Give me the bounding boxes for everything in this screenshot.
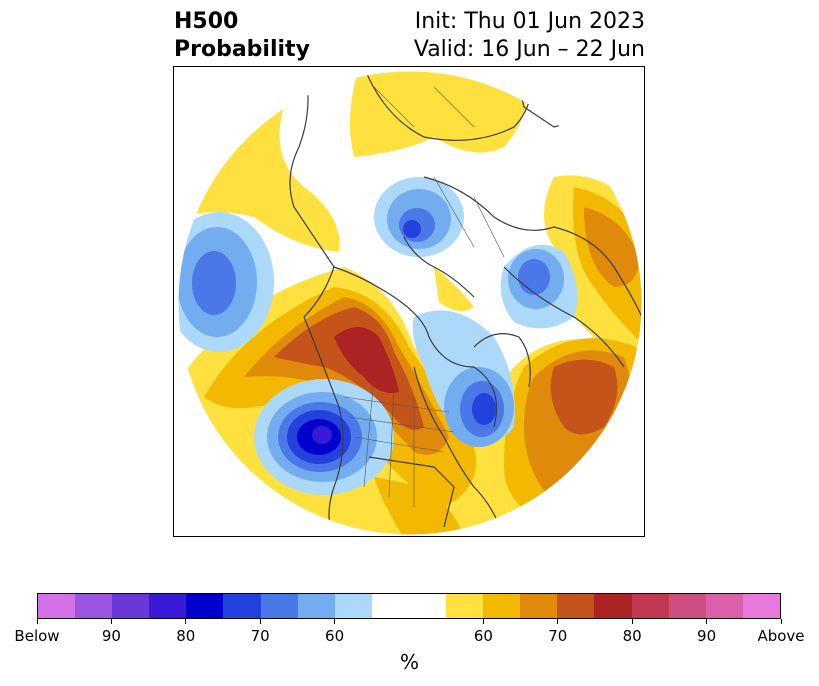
colorbar-tick-label: 60 — [473, 627, 493, 645]
colorbar-tick-label: 80 — [176, 627, 196, 645]
colorbar-tick — [259, 619, 261, 624]
colorbar-segment — [594, 594, 632, 618]
colorbar-segment — [520, 594, 558, 618]
hudson-bay-low — [412, 310, 515, 447]
colorbar-segment — [297, 594, 335, 618]
colorbar-segment — [223, 594, 261, 618]
north-pacific-low — [178, 212, 274, 352]
colorbar-segment — [75, 594, 113, 618]
product-title: Probability — [174, 37, 310, 62]
map-panel — [173, 66, 645, 537]
colorbar-segment — [705, 594, 743, 618]
colorbar-tick — [185, 619, 187, 624]
colorbar-tick-label: Below — [14, 627, 60, 645]
colorbar-tick — [780, 619, 782, 624]
title-block-left: H500 Probability — [174, 8, 310, 64]
colorbar-tick-label: 60 — [325, 627, 345, 645]
colorbar-tick-label: 70 — [250, 627, 270, 645]
colorbar-segment — [149, 594, 187, 618]
colorbar-segment — [631, 594, 669, 618]
field-title: H500 — [174, 9, 239, 34]
colorbar-units: % — [399, 650, 419, 674]
colorbar-tick — [706, 619, 708, 624]
colorbar-segment — [446, 594, 484, 618]
above-80-contours — [334, 327, 399, 393]
colorbar-segment — [668, 594, 706, 618]
colorbar-segment — [334, 594, 372, 618]
colorbar-segment — [260, 594, 298, 618]
colorbar-segment — [112, 594, 150, 618]
title-block-right: Init: Thu 01 Jun 2023 Valid: 16 Jun – 22… — [400, 8, 645, 64]
western-us-low — [254, 379, 394, 495]
colorbar-segment — [371, 594, 409, 618]
colorbar-tick — [334, 619, 336, 624]
colorbar-segment — [186, 594, 224, 618]
valid-range: Valid: 16 Jun – 22 Jun — [413, 37, 645, 62]
probability-map — [177, 70, 643, 536]
coastlines — [289, 71, 642, 535]
colorbar-segment — [742, 594, 780, 618]
colorbar — [37, 593, 781, 619]
init-date: Init: Thu 01 Jun 2023 — [414, 9, 645, 34]
above-75-contours — [274, 307, 618, 435]
colorbar-segment — [483, 594, 521, 618]
colorbar-tick — [557, 619, 559, 624]
colorbar-segment — [557, 594, 595, 618]
kara-sea-low — [374, 177, 464, 257]
colorbar-tick — [36, 619, 38, 624]
colorbar-segment — [38, 594, 76, 618]
colorbar-tick-label: Above — [757, 627, 805, 645]
colorbar-tick-label: 80 — [622, 627, 642, 645]
hemisphere-outline — [177, 70, 643, 536]
colorbar-tick-label: 90 — [101, 627, 121, 645]
colorbar-tick-label: 70 — [548, 627, 568, 645]
colorbar-segment — [408, 594, 447, 618]
colorbar-tick-label: 90 — [697, 627, 717, 645]
colorbar-tick — [631, 619, 633, 624]
colorbar-tick — [482, 619, 484, 624]
borders — [343, 86, 505, 507]
colorbar-tick — [110, 619, 112, 624]
